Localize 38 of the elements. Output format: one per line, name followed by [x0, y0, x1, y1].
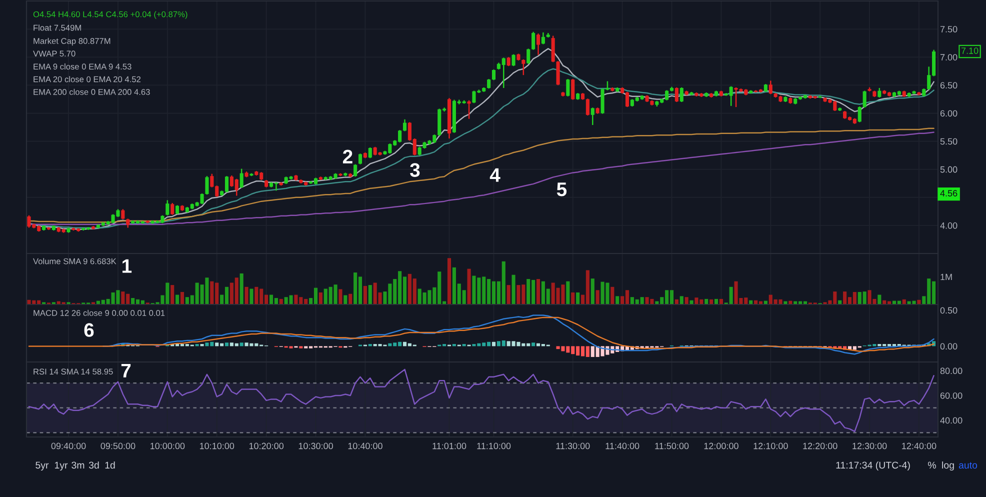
x-tick-label: 11:10:00: [477, 442, 511, 450]
annotation: 7: [121, 364, 131, 378]
annotation: 6: [84, 323, 94, 337]
x-tick-label: 12:10:00: [754, 442, 788, 450]
x-tick-label: 09:50:00: [100, 442, 136, 450]
x-tick-label: 11:30:00: [556, 442, 590, 450]
y-tick-label: 0.00: [940, 343, 958, 350]
text: 11:17:34 (UTC-4): [836, 461, 910, 471]
text: 1M: [940, 274, 952, 280]
annotation: 1: [122, 259, 132, 273]
x-tick-label: 10:40:00: [348, 442, 382, 450]
x-tick-label: 12:30:00: [852, 442, 887, 450]
annotation: Volume SMA 9 6.683K: [33, 258, 116, 264]
x-tick-label: 11:01:00: [432, 442, 466, 450]
text: log: [942, 461, 954, 471]
x-tick-label: 11:40:00: [606, 442, 640, 450]
text: 3d: [88, 461, 99, 469]
y-tick-label: 80.00: [940, 368, 962, 374]
text: %: [928, 462, 936, 469]
x-tick-label: 11:50:00: [655, 442, 689, 450]
annotation: RSI 14 SMA 14 58.95: [34, 368, 113, 375]
x-tick-label: 09:40:00: [51, 442, 86, 450]
text: 3m: [72, 462, 84, 469]
x-tick-label: 10:00:00: [150, 442, 185, 450]
x-tick-label: 10:20:00: [249, 442, 284, 450]
y-tick-label: 60.00: [940, 392, 962, 399]
x-tick-label: 10:10:00: [200, 442, 234, 450]
y-tick-label: 0.50: [940, 307, 958, 314]
text: 1d: [105, 461, 115, 469]
x-tick-label: 10:30:00: [298, 442, 333, 450]
x-tick-label: 12:40:00: [902, 442, 936, 450]
y-tick-label: 40.00: [940, 417, 962, 424]
x-tick-label: 12:20:00: [803, 442, 838, 450]
text: 1yr: [54, 462, 68, 471]
annotation: MACD 12 26 close 9 0.00 0.01 0.01: [34, 310, 165, 316]
x-tick-label: 12:00:00: [704, 442, 738, 450]
text: 5yr: [36, 462, 49, 471]
text: auto: [958, 462, 978, 469]
